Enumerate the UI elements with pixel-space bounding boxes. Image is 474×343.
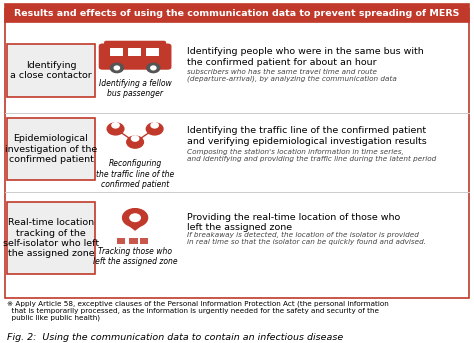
Circle shape [130,214,140,222]
Circle shape [107,123,124,135]
Circle shape [114,66,119,70]
Circle shape [112,123,119,128]
Polygon shape [128,224,142,230]
Text: ※ Apply Article 58, exceptive clauses of the Personal Information Protection Act: ※ Apply Article 58, exceptive clauses of… [7,300,389,321]
Circle shape [151,66,156,70]
Text: Identifying a fellow
bus passenger: Identifying a fellow bus passenger [99,79,172,98]
FancyBboxPatch shape [128,48,141,56]
FancyBboxPatch shape [7,44,95,97]
FancyBboxPatch shape [140,238,148,244]
Circle shape [123,209,147,227]
Text: Identifying
a close contactor: Identifying a close contactor [10,61,92,80]
FancyBboxPatch shape [117,238,125,244]
Text: If breakaway is detected, the location of the isolator is provided
in real time : If breakaway is detected, the location o… [187,232,426,245]
Text: Identifying people who were in the same bus with
the confirmed patient for about: Identifying people who were in the same … [187,47,424,67]
Text: Tracking those who
left the assigned zone: Tracking those who left the assigned zon… [93,247,177,267]
Text: Epidemiological
investigation of the
confirmed patient: Epidemiological investigation of the con… [5,134,97,164]
Text: Fig. 2:  Using the communication data to contain an infectious disease: Fig. 2: Using the communication data to … [7,333,343,342]
FancyBboxPatch shape [109,48,123,56]
Circle shape [146,123,163,135]
FancyBboxPatch shape [7,202,95,274]
Text: Real-time location
tracking of the
self-isolator who left
the assigned zone: Real-time location tracking of the self-… [3,218,99,259]
Text: subscribers who has the same travel time and route
(departure-arrival), by analy: subscribers who has the same travel time… [187,69,397,82]
FancyBboxPatch shape [5,4,469,22]
FancyBboxPatch shape [104,41,166,52]
FancyBboxPatch shape [128,238,137,244]
Circle shape [127,136,144,148]
FancyBboxPatch shape [7,118,95,180]
Text: Providing the real-time location of those who
left the assigned zone: Providing the real-time location of thos… [187,213,401,232]
Text: Composing the station's location information in time series,
and identifying and: Composing the station's location informa… [187,149,437,162]
Text: Reconfiguring
the traffic line of the
confirmed patient: Reconfiguring the traffic line of the co… [96,159,174,189]
Circle shape [131,136,139,141]
Circle shape [147,63,160,73]
Circle shape [151,123,158,128]
Circle shape [110,63,123,73]
Text: Results and effects of using the communication data to prevent spreading of MERS: Results and effects of using the communi… [14,9,460,18]
FancyBboxPatch shape [99,44,172,70]
FancyBboxPatch shape [146,48,159,56]
Text: Identifying the traffic line of the confirmed patient
and verifying epidemiologi: Identifying the traffic line of the conf… [187,126,427,146]
